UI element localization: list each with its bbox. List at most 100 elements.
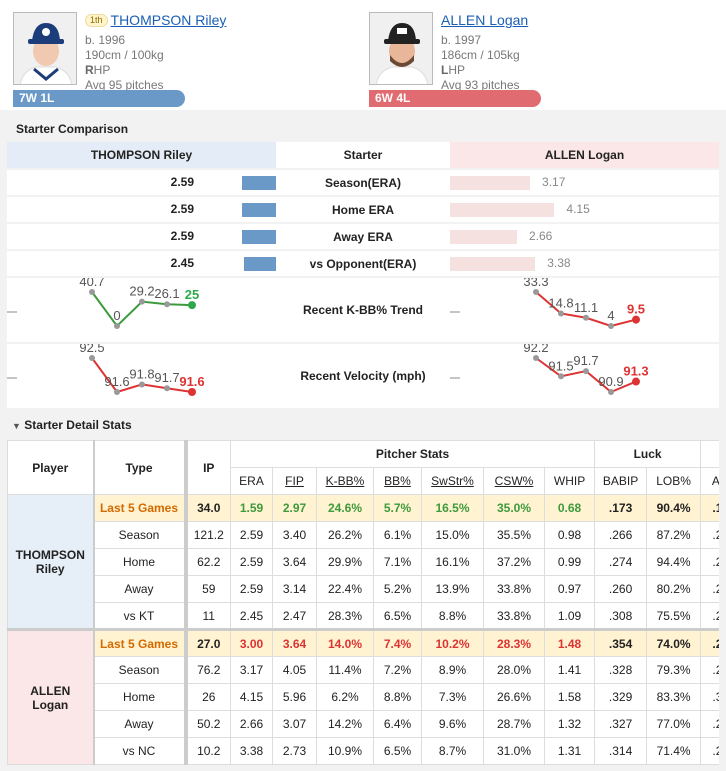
velocity-trend-row: 92.5 91.6 91.8 91.7 91.6 Recent Velocity (mp… (7, 340, 719, 408)
sparkline-label: 91.6 (179, 374, 204, 389)
starter-comparison-title: Starter Comparison (16, 122, 129, 136)
stat-cell: .327 (594, 710, 648, 738)
stats-row: Home 62.2 2.59 3.64 29.9% 7.1% 16.1% 37.2% 0.99.… (8, 548, 719, 576)
comparison-row: 2.59 Season(ERA) 3.17 (7, 170, 719, 195)
stat-cell: 3.17 (230, 656, 273, 684)
sparkline-point (533, 289, 539, 295)
sparkline-label: 91.7 (573, 353, 598, 368)
away-born: b. 1997 (441, 33, 482, 47)
stat-cell: .301 (700, 683, 719, 711)
away-stat-bar (450, 203, 555, 217)
stat-cell: 3.00 (230, 628, 273, 657)
comparison-row: 2.59 Away ERA 2.66 (7, 224, 719, 249)
ip-col-header: IP (185, 440, 231, 495)
stat-cell: 15.0% (421, 521, 484, 549)
comparison-row: 2.45 vs Opponent(ERA) 3.38 (7, 251, 719, 276)
col-header-csw[interactable]: CSW% (483, 467, 545, 495)
col-header-swstr[interactable]: SwStr% (421, 467, 484, 495)
stat-cell: .329 (594, 683, 648, 711)
home-born: b. 1996 (85, 33, 126, 47)
velocity-trend-label: Recent Velocity (mph) (278, 344, 448, 408)
stat-cell: 27.0 (185, 628, 231, 657)
sparkline-label: 26.1 (154, 286, 179, 301)
home-body: 190cm / 100kg (85, 48, 164, 62)
away-stat-bar (450, 230, 517, 244)
sparkline-label: 9.5 (627, 302, 645, 317)
stat-cell: 28.7% (483, 710, 545, 738)
stat-cell: 3.64 (272, 548, 317, 576)
comparison-label: Away ERA (278, 224, 448, 249)
stat-cell: .205 (700, 575, 719, 603)
sparkline-point (583, 368, 589, 375)
away-body: 186cm / 105kg (441, 48, 520, 62)
stat-cell: 26 (185, 683, 231, 711)
stat-cell: 10.9% (316, 737, 374, 765)
type-cell: Away (93, 575, 188, 603)
stat-cell: 2.59 (230, 548, 273, 576)
stat-cell: 8.9% (421, 656, 484, 684)
stats-row: vs KT 11 2.45 2.47 28.3% 6.5% 8.8% 33.8% 1.09.30… (8, 602, 719, 630)
sparkline-point (188, 301, 196, 310)
stats-row: vs NC 10.2 3.38 2.73 10.9% 6.5% 8.7% 31.0% 1.31.… (8, 737, 719, 765)
sparkline-point (188, 388, 196, 396)
stat-cell: 10.2 (185, 737, 231, 765)
stat-cell: 0.98 (543, 521, 596, 549)
stat-cell: 4.15 (230, 683, 273, 711)
detail-stats-toggle[interactable]: ▼ Starter Detail Stats (12, 418, 132, 432)
caret-down-icon: ▼ (12, 421, 21, 431)
away-kbb-sparkline: 33.314.8 11.1 4 9.5 (450, 274, 645, 329)
sparkline-label: 33.3 (523, 278, 548, 289)
sparkline-label: 11.1 (574, 300, 598, 315)
stat-cell: 2.45 (230, 602, 273, 630)
comparison-label: Season(ERA) (278, 170, 448, 195)
home-stat-bar (241, 176, 276, 190)
luck-header: Luck (594, 440, 702, 468)
stat-cell: .314 (594, 737, 648, 765)
col-header-era[interactable]: ERA (230, 467, 273, 495)
stat-cell: 5.7% (373, 494, 422, 522)
stat-cell: 4.05 (272, 656, 317, 684)
col-header-bb[interactable]: BB% (373, 467, 422, 495)
comparison-panel: Starter Comparison THOMPSON Riley Starte… (0, 110, 726, 771)
stat-cell: 14.0% (316, 628, 374, 657)
home-stat-value: 2.45 (170, 256, 194, 270)
sparkline-point (164, 301, 170, 308)
stat-cell: 3.14 (272, 575, 317, 603)
comparison-label: vs Opponent(ERA) (278, 251, 448, 276)
stat-cell: 3.64 (272, 628, 317, 657)
away-stat-value: 4.15 (566, 202, 590, 216)
stat-cell: .266 (700, 710, 719, 738)
stat-cell: 28.3% (316, 602, 374, 630)
stat-cell: 79.3% (646, 656, 702, 684)
stat-cell: .256 (700, 737, 719, 765)
stats-row: ALLEN Logan Last 5 Games 27.0 3.00 3.64 14.0%… (7, 628, 719, 765)
col-header-lob: LOB% (646, 467, 702, 495)
stat-cell: 35.0% (483, 494, 545, 522)
home-kbb-sparkline: 40.7 0 29.2 26.1 25 (7, 274, 199, 329)
detail-stats-table: Player Type IP Pitcher Stats Luck G ERAF… (7, 440, 719, 769)
stat-cell: 11.4% (316, 656, 374, 684)
col-header-babip: BABIP (594, 467, 648, 495)
type-cell: Last 5 Games (93, 494, 188, 522)
stat-cell: .205 (700, 521, 719, 549)
col-header-fip[interactable]: FIP (272, 467, 317, 495)
type-cell: vs NC (93, 737, 188, 765)
stat-cell: 2.97 (272, 494, 317, 522)
away-pitcher-name-link[interactable]: ALLEN Logan (441, 12, 529, 28)
home-stat-value: 2.59 (170, 202, 194, 216)
stat-cell: 62.2 (185, 548, 231, 576)
col-header-whip[interactable]: WHIP (543, 467, 596, 495)
home-pitcher-name-link[interactable]: THOMPSON Riley (110, 12, 227, 28)
sparkline-label: 91.3 (623, 364, 648, 379)
sparkline-label: 4 (607, 308, 614, 323)
stat-cell: 29.9% (316, 548, 374, 576)
sparkline-point (583, 314, 589, 321)
col-header-kbb[interactable]: K-BB% (316, 467, 374, 495)
sparkline-point (632, 377, 640, 386)
comparison-header: THOMPSON Riley Starter ALLEN Logan (7, 142, 719, 168)
stat-cell: 14.2% (316, 710, 374, 738)
sparkline-point (632, 315, 640, 324)
stat-cell: 6.5% (373, 737, 422, 765)
stat-cell: 76.2 (185, 656, 231, 684)
stat-cell: 33.8% (483, 575, 545, 603)
